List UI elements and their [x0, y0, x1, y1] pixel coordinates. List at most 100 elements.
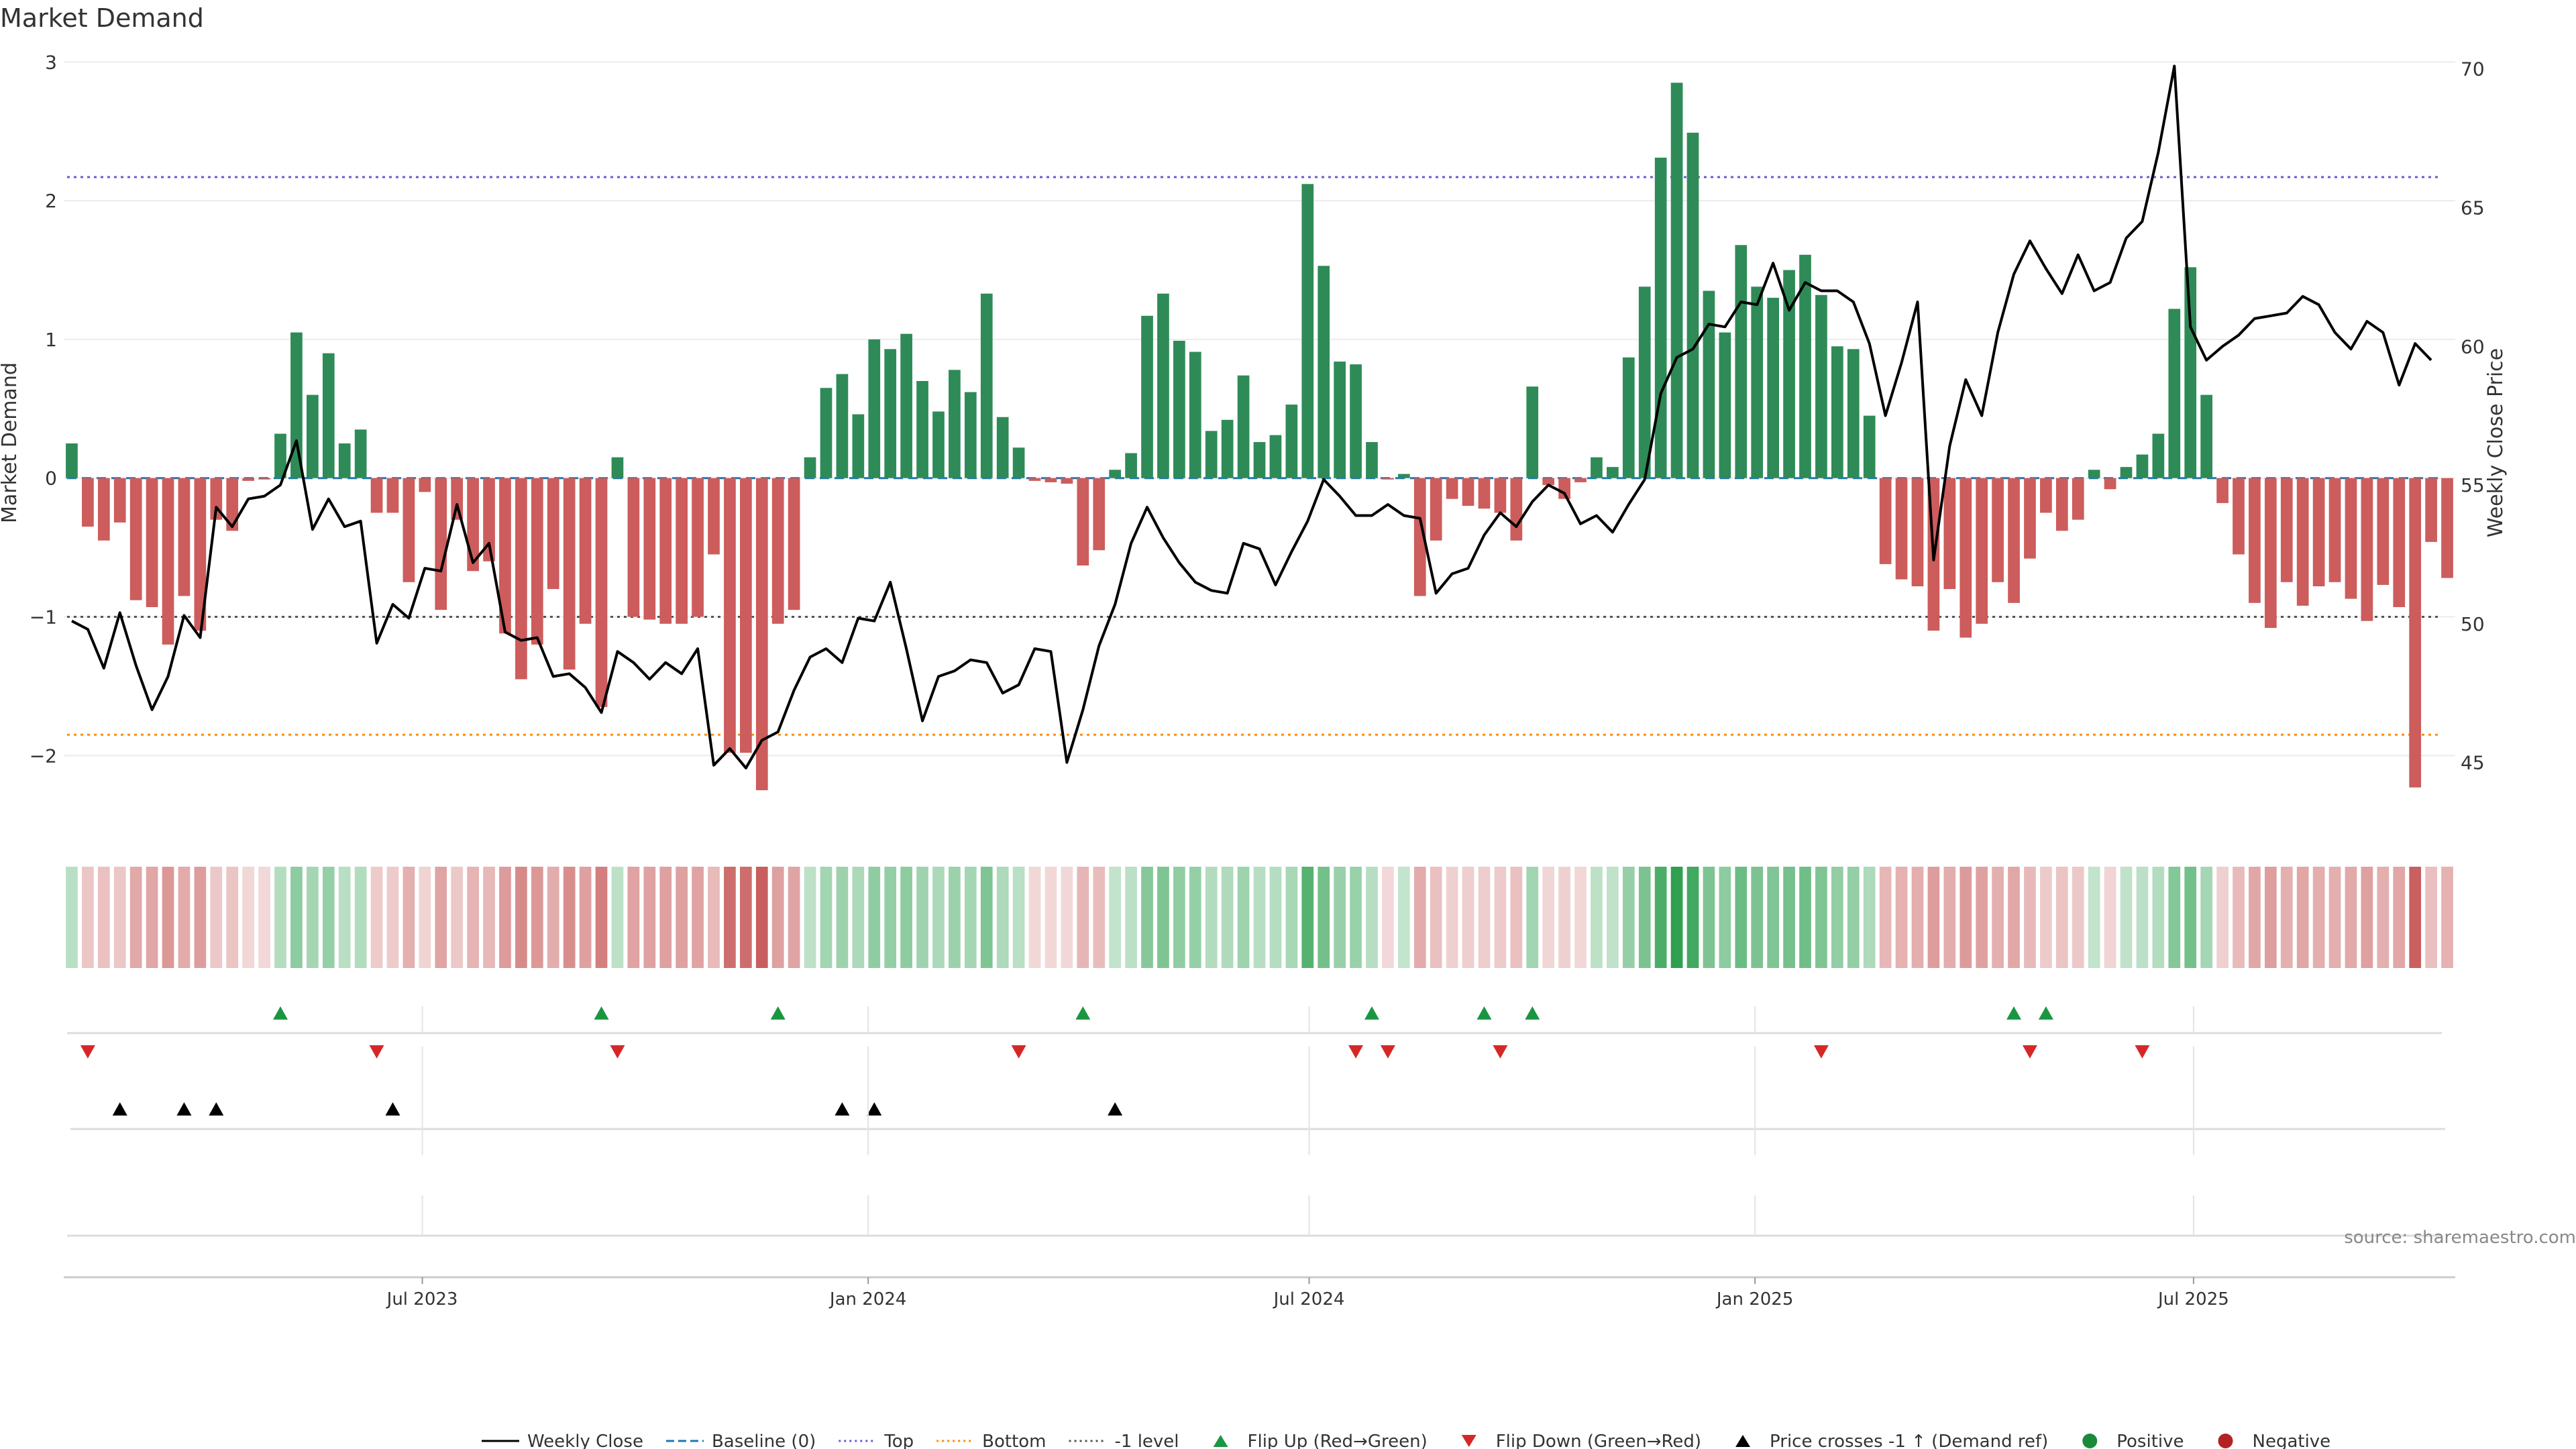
heat-cell — [740, 867, 752, 968]
demand-bar — [1591, 457, 1603, 478]
demand-bar — [595, 478, 608, 707]
heat-cell — [483, 867, 495, 968]
demand-bar — [1334, 361, 1346, 478]
heat-cell — [2200, 867, 2212, 968]
heat-cell — [916, 867, 928, 968]
heat-cell — [2168, 867, 2181, 968]
demand-bar — [2152, 433, 2165, 478]
heat-cell — [1478, 867, 1491, 968]
time-axis: Jul 2023 Jan 2024 Jul 2024 Jan 2025 Jul 2025 — [64, 1006, 2455, 1309]
y-tick-label: −1 — [30, 606, 57, 628]
heat-cell — [1719, 867, 1731, 968]
demand-bar — [338, 443, 351, 478]
heat-cell — [2024, 867, 2036, 968]
heat-cell — [194, 867, 207, 968]
heat-cell — [2104, 867, 2116, 968]
demand-bar — [771, 478, 784, 624]
heat-cell — [884, 867, 897, 968]
demand-bar — [1686, 132, 1699, 478]
flip-up-marker — [594, 1006, 609, 1020]
heat-cell — [1815, 867, 1827, 968]
heat-cell — [1686, 867, 1699, 968]
flip-down-marker — [610, 1045, 625, 1059]
demand-bar — [113, 478, 126, 523]
y-tick-label: 2 — [45, 190, 57, 212]
heat-cell — [1767, 867, 1779, 968]
demand-bar — [1863, 415, 1876, 478]
demand-bar — [1911, 478, 1924, 586]
demand-bar — [949, 370, 961, 478]
y2-axis-label: Weekly Close Price — [2484, 348, 2508, 537]
heat-cell — [2120, 867, 2133, 968]
heat-cell — [1831, 867, 1843, 968]
heat-cell — [1350, 867, 1362, 968]
y2-tick-label: 55 — [2461, 474, 2485, 496]
demand-bar — [676, 478, 688, 624]
heat-cell — [1366, 867, 1378, 968]
demand-bar — [692, 478, 704, 617]
demand-bar — [258, 478, 270, 480]
y2-tick-label: 70 — [2461, 58, 2485, 80]
heat-cell — [1173, 867, 1185, 968]
demand-bar — [2168, 309, 2181, 478]
legend-label: Baseline (0) — [712, 1432, 816, 1449]
demand-bar — [708, 478, 720, 555]
heat-cell — [307, 867, 319, 968]
heat-cell — [1542, 867, 1555, 968]
heat-cell — [2377, 867, 2390, 968]
demand-bar — [1622, 357, 1635, 478]
demand-bar — [354, 429, 367, 478]
flip-down-marker — [2022, 1045, 2037, 1059]
demand-bar — [1767, 297, 1779, 478]
demand-bar — [2055, 478, 2068, 531]
demand-bar — [82, 478, 94, 527]
demand-bar — [724, 478, 736, 753]
heat-cell — [1992, 867, 2004, 968]
demand-bar — [1285, 405, 1298, 478]
heat-cell — [226, 867, 239, 968]
demand-bar — [2361, 478, 2373, 621]
demand-bar — [435, 478, 447, 610]
heat-cell — [419, 867, 431, 968]
heat-cell — [1044, 867, 1057, 968]
demand-bar — [1446, 478, 1458, 499]
heat-cell — [1591, 867, 1603, 968]
heat-cell — [66, 867, 78, 968]
legend-swatch — [1213, 1435, 1228, 1447]
heat-cell — [386, 867, 399, 968]
heat-cell — [1607, 867, 1619, 968]
chart-title: Market Demand — [0, 3, 204, 33]
price-cross-marker — [835, 1102, 850, 1116]
flip-up-marker — [1477, 1006, 1492, 1020]
heat-cell — [2072, 867, 2084, 968]
demand-bar — [868, 339, 881, 478]
demand-bar — [531, 478, 543, 645]
demand-bar — [1237, 375, 1250, 478]
heat-cell — [2393, 867, 2406, 968]
heat-cell — [1895, 867, 1908, 968]
demand-bar — [2233, 478, 2245, 555]
heat-cell — [1574, 867, 1587, 968]
demand-bar — [1125, 453, 1137, 478]
demand-bar — [996, 417, 1009, 478]
heat-cell — [708, 867, 720, 968]
demand-bar — [1061, 478, 1073, 484]
demand-bar — [916, 380, 928, 478]
y2-tick-label: 45 — [2461, 752, 2485, 774]
heat-cell — [1622, 867, 1635, 968]
demand-bar — [1542, 478, 1555, 486]
demand-bar — [2249, 478, 2261, 603]
y-axis-label: Market Demand — [0, 362, 21, 523]
flip-down-marker — [1493, 1045, 1508, 1059]
demand-bar — [386, 478, 399, 513]
heat-cell — [2409, 867, 2422, 968]
legend-label: Bottom — [982, 1432, 1046, 1449]
flip-down-marker — [1380, 1045, 1395, 1059]
heat-cell — [1879, 867, 1892, 968]
heat-cell — [274, 867, 286, 968]
heat-cell — [1976, 867, 1988, 968]
x-tick-label: Jul 2025 — [2157, 1289, 2229, 1309]
heat-cell — [1028, 867, 1041, 968]
demand-bar — [499, 478, 511, 634]
heat-cell — [547, 867, 559, 968]
